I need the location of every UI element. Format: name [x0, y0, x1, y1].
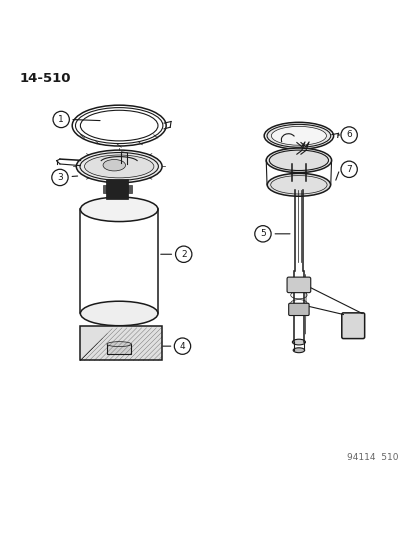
- Circle shape: [340, 161, 356, 177]
- Bar: [111, 326, 127, 335]
- FancyBboxPatch shape: [288, 303, 309, 316]
- Text: 4: 4: [179, 342, 185, 351]
- Ellipse shape: [80, 152, 158, 180]
- Text: 7: 7: [345, 165, 351, 174]
- Circle shape: [340, 127, 356, 143]
- Ellipse shape: [103, 159, 125, 171]
- Ellipse shape: [271, 126, 326, 145]
- Ellipse shape: [263, 122, 333, 149]
- Ellipse shape: [107, 342, 131, 346]
- Ellipse shape: [266, 148, 331, 173]
- FancyBboxPatch shape: [106, 179, 128, 199]
- Text: 3: 3: [57, 173, 63, 182]
- Circle shape: [53, 111, 69, 127]
- Ellipse shape: [84, 155, 154, 178]
- Text: 94114  510: 94114 510: [347, 453, 398, 462]
- Ellipse shape: [268, 150, 328, 171]
- FancyBboxPatch shape: [286, 277, 310, 293]
- Text: 2: 2: [180, 250, 186, 259]
- Circle shape: [52, 169, 68, 185]
- Circle shape: [174, 338, 190, 354]
- Text: 5: 5: [259, 229, 265, 238]
- Ellipse shape: [76, 150, 161, 183]
- FancyBboxPatch shape: [341, 313, 364, 338]
- Ellipse shape: [111, 332, 127, 337]
- Ellipse shape: [267, 173, 330, 196]
- Bar: [107, 344, 131, 354]
- Text: 14-510: 14-510: [19, 72, 71, 85]
- Text: 6: 6: [345, 131, 351, 140]
- Ellipse shape: [292, 348, 304, 353]
- Bar: [80, 326, 161, 360]
- Bar: [128, 185, 132, 193]
- Circle shape: [175, 246, 191, 262]
- Text: 1: 1: [58, 115, 64, 124]
- Ellipse shape: [292, 339, 305, 345]
- Ellipse shape: [80, 197, 158, 222]
- Bar: [102, 185, 107, 193]
- Ellipse shape: [266, 124, 330, 147]
- Circle shape: [254, 225, 271, 242]
- Ellipse shape: [80, 301, 158, 326]
